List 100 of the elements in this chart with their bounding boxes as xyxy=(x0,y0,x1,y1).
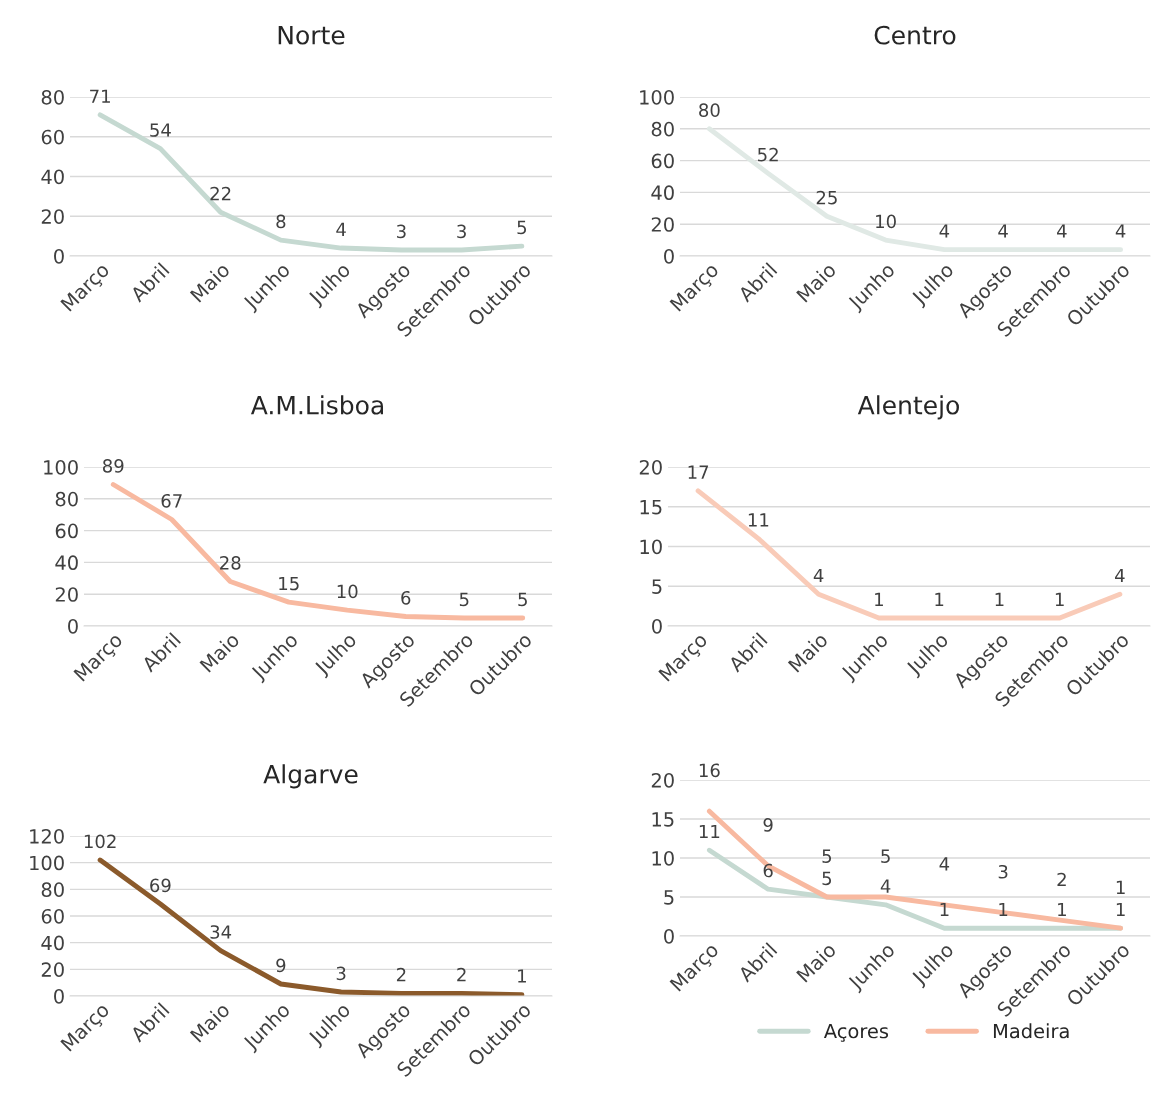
data-label: 4 xyxy=(998,224,1008,238)
y-tick-label: 20 xyxy=(55,587,78,602)
y-tick-label: 100 xyxy=(44,459,78,475)
y-tick-label: 60 xyxy=(41,908,64,924)
line-series xyxy=(695,488,1123,621)
data-label: 4 xyxy=(813,568,824,583)
legend-label: Madeira xyxy=(993,1023,1069,1039)
data-label: 71 xyxy=(90,89,110,103)
data-label: 1 xyxy=(995,592,1004,606)
data-label: 16 xyxy=(699,763,720,778)
data-label: 6 xyxy=(763,863,773,878)
y-tick-label: 20 xyxy=(639,459,662,475)
data-label: 89 xyxy=(102,459,124,473)
y-tick-label: 100 xyxy=(30,855,64,871)
data-label: 4 xyxy=(336,222,346,236)
y-tick-label: 5 xyxy=(652,579,662,594)
y-tick-label: 40 xyxy=(55,555,78,571)
chart-title: Norte xyxy=(278,26,345,45)
y-tick-label: 0 xyxy=(68,618,78,634)
line-series xyxy=(706,126,1124,253)
data-label: 4 xyxy=(1115,568,1125,583)
data-label: 67 xyxy=(161,493,182,508)
line-series xyxy=(97,857,525,996)
data-label: 9 xyxy=(763,818,773,832)
data-label: 69 xyxy=(150,878,171,893)
y-tick-label: 0 xyxy=(664,928,674,944)
y-tick-label: 0 xyxy=(54,988,64,1004)
data-label: 2 xyxy=(457,967,466,982)
data-label: 1 xyxy=(1116,880,1125,894)
y-tick-label: 120 xyxy=(30,828,64,844)
data-label: 22 xyxy=(210,186,231,201)
data-label: 5 xyxy=(459,592,469,607)
data-label: 4 xyxy=(939,857,950,871)
data-label: 1 xyxy=(1058,902,1066,917)
data-label: 1 xyxy=(1055,592,1064,606)
data-label: 6 xyxy=(401,590,411,605)
y-tick-label: 40 xyxy=(651,185,674,201)
data-label: 2 xyxy=(396,967,406,982)
y-tick-label: 60 xyxy=(41,129,64,145)
data-label: 34 xyxy=(210,925,232,939)
data-label: 9 xyxy=(276,958,286,973)
data-label: 54 xyxy=(150,123,171,137)
data-label: 5 xyxy=(881,849,890,863)
y-tick-label: 80 xyxy=(41,89,64,105)
data-label: 8 xyxy=(276,214,286,229)
data-label: 2 xyxy=(1057,872,1066,887)
data-label: 3 xyxy=(998,864,1008,879)
data-label: 15 xyxy=(279,576,299,591)
data-label: 1 xyxy=(935,592,944,606)
data-label: 4 xyxy=(939,224,950,238)
y-tick-label: 80 xyxy=(651,121,674,137)
y-tick-label: 40 xyxy=(41,935,64,951)
data-label: 17 xyxy=(688,465,709,479)
y-tick-label: 20 xyxy=(651,217,674,232)
data-label: 4 xyxy=(1115,224,1126,238)
y-tick-label: 20 xyxy=(41,209,64,224)
y-tick-label: 15 xyxy=(640,499,662,515)
chart-title: Algarve xyxy=(263,764,358,789)
data-label: 3 xyxy=(397,224,406,239)
data-label: 10 xyxy=(337,584,358,599)
y-tick-label: 15 xyxy=(652,812,674,827)
y-tick-label: 5 xyxy=(664,890,674,905)
data-label: 4 xyxy=(1057,224,1067,238)
chart-title: Alentejo xyxy=(857,395,959,420)
data-label: 11 xyxy=(699,824,720,839)
data-label: 1 xyxy=(940,902,949,917)
y-tick-label: 20 xyxy=(651,772,674,788)
legend-label: Açores xyxy=(823,1023,889,1042)
data-label: 1 xyxy=(875,592,883,606)
data-label: 5 xyxy=(822,849,832,863)
data-label: 28 xyxy=(220,555,241,570)
data-label: 11 xyxy=(748,513,769,527)
y-tick-label: 20 xyxy=(41,962,64,977)
line-series xyxy=(97,112,525,253)
data-label: 52 xyxy=(758,147,778,162)
chart-title: A.M.Lisboa xyxy=(250,395,383,415)
data-label: 1 xyxy=(518,969,526,983)
data-label: 80 xyxy=(699,103,720,117)
data-label: 102 xyxy=(84,834,116,849)
y-tick-label: 80 xyxy=(41,882,64,897)
data-label: 1 xyxy=(1116,902,1125,917)
y-tick-label: 100 xyxy=(640,89,674,105)
data-label: 5 xyxy=(518,592,527,607)
chart-title: Centro xyxy=(874,25,956,45)
y-tick-label: 0 xyxy=(54,248,64,264)
data-label: 1 xyxy=(999,902,1008,917)
line-series xyxy=(110,482,526,621)
y-tick-label: 0 xyxy=(652,618,662,634)
y-tick-label: 60 xyxy=(651,153,674,169)
data-label: 5 xyxy=(517,220,527,235)
data-label: 10 xyxy=(876,214,896,229)
data-label: 3 xyxy=(457,224,466,239)
y-tick-label: 60 xyxy=(55,523,78,539)
data-label: 25 xyxy=(816,190,837,205)
y-tick-label: 40 xyxy=(41,169,64,185)
data-label: 4 xyxy=(880,879,891,893)
data-label: 3 xyxy=(336,966,346,981)
y-tick-label: 0 xyxy=(664,248,674,264)
y-tick-label: 10 xyxy=(652,850,674,866)
y-tick-label: 10 xyxy=(640,539,662,555)
